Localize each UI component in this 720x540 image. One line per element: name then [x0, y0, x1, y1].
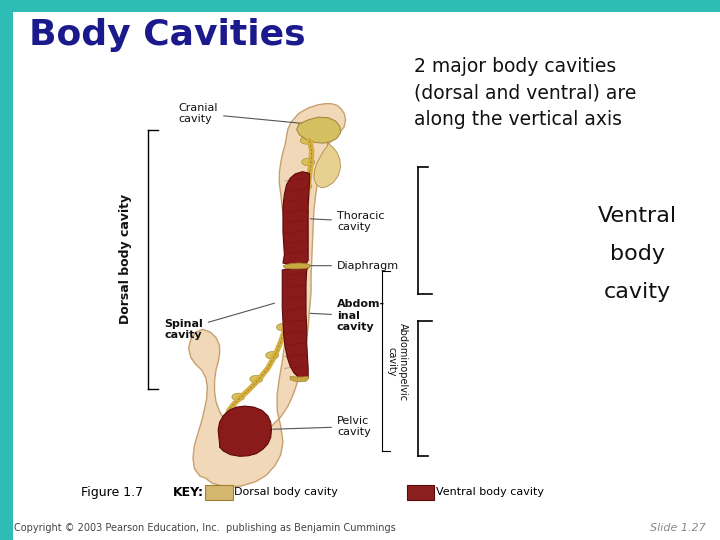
- Text: Ventral: Ventral: [598, 206, 677, 226]
- Ellipse shape: [266, 352, 279, 359]
- Text: Abdom-
inal
cavity: Abdom- inal cavity: [310, 299, 385, 333]
- Text: 2 major body cavities
(dorsal and ventral) are
along the vertical axis: 2 major body cavities (dorsal and ventra…: [414, 57, 636, 129]
- FancyBboxPatch shape: [0, 0, 720, 12]
- Ellipse shape: [296, 208, 309, 215]
- Polygon shape: [297, 117, 341, 143]
- Text: Abdominopelvic
cavity: Abdominopelvic cavity: [387, 323, 408, 401]
- Ellipse shape: [300, 137, 313, 144]
- Ellipse shape: [302, 158, 315, 166]
- Ellipse shape: [250, 375, 263, 383]
- Ellipse shape: [276, 323, 289, 331]
- Ellipse shape: [289, 264, 302, 271]
- Ellipse shape: [232, 393, 245, 401]
- Text: Cranial
cavity: Cranial cavity: [179, 103, 308, 124]
- FancyBboxPatch shape: [407, 485, 434, 500]
- Text: Dorsal body cavity: Dorsal body cavity: [234, 488, 338, 497]
- Ellipse shape: [299, 183, 312, 190]
- Polygon shape: [218, 406, 271, 456]
- Polygon shape: [283, 263, 310, 269]
- Text: body: body: [610, 244, 665, 264]
- Polygon shape: [189, 104, 346, 487]
- FancyBboxPatch shape: [205, 485, 233, 500]
- Text: Figure 1.7: Figure 1.7: [81, 486, 143, 499]
- Polygon shape: [314, 143, 341, 188]
- Text: Pelvic
cavity: Pelvic cavity: [273, 416, 371, 437]
- Text: Copyright © 2003 Pearson Education, Inc.  publishing as Benjamin Cummings: Copyright © 2003 Pearson Education, Inc.…: [14, 523, 396, 533]
- Text: Thoracic
cavity: Thoracic cavity: [310, 211, 384, 232]
- Polygon shape: [283, 172, 310, 266]
- Text: KEY:: KEY:: [173, 486, 204, 499]
- Ellipse shape: [293, 235, 306, 242]
- Text: Diaphragm: Diaphragm: [310, 261, 399, 271]
- Text: Spinal
cavity: Spinal cavity: [164, 303, 274, 340]
- Polygon shape: [282, 267, 308, 379]
- Text: Body Cavities: Body Cavities: [29, 18, 305, 52]
- Text: Slide 1.27: Slide 1.27: [650, 523, 706, 533]
- Text: cavity: cavity: [603, 281, 671, 302]
- Polygon shape: [290, 376, 308, 382]
- Ellipse shape: [284, 293, 297, 301]
- Text: Ventral body cavity: Ventral body cavity: [436, 488, 544, 497]
- FancyBboxPatch shape: [0, 0, 13, 540]
- Text: Dorsal body cavity: Dorsal body cavity: [120, 194, 132, 324]
